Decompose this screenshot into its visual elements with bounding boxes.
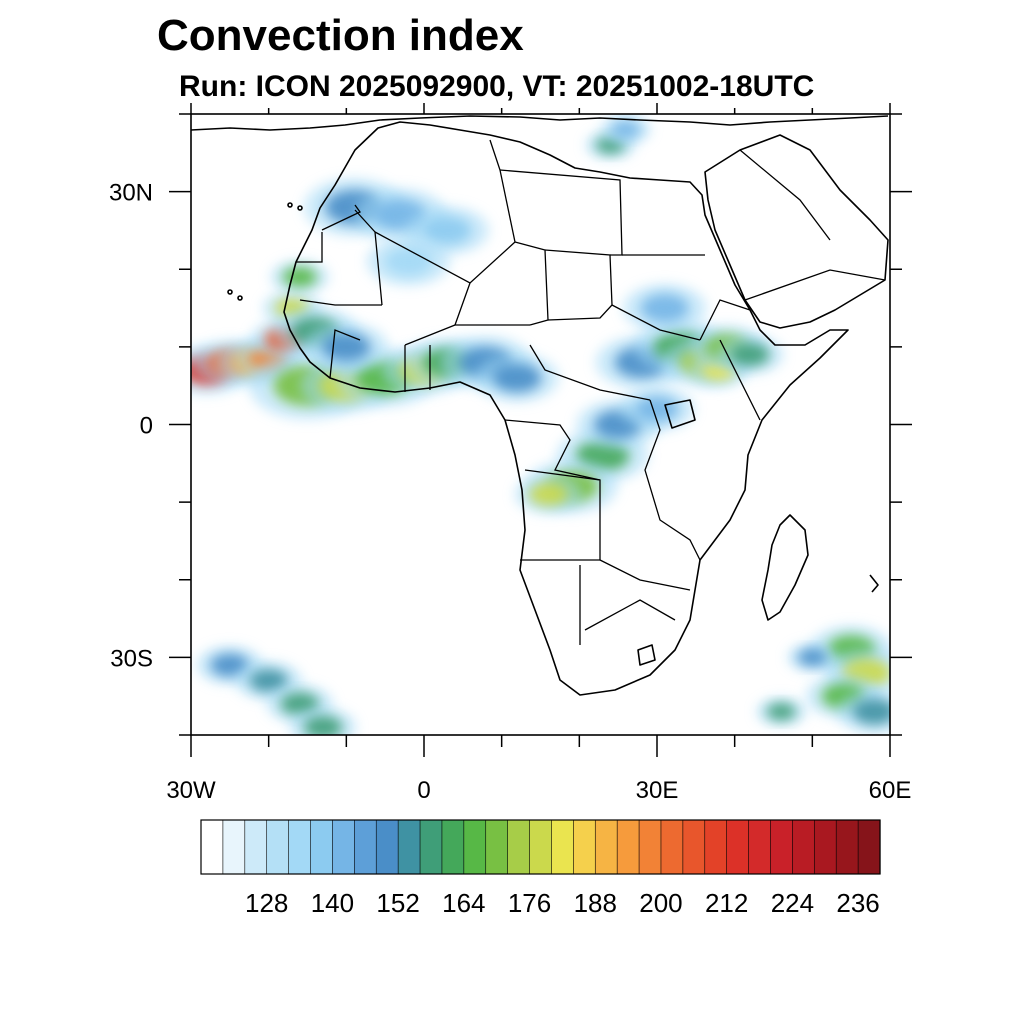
colorbar-label: 152 <box>376 888 419 918</box>
arabia-coastline <box>704 134 889 329</box>
colorbar-swatch <box>266 819 290 875</box>
colorbar-swatch <box>354 819 377 875</box>
colorbar-label: 188 <box>574 888 617 918</box>
colorbar-label: 236 <box>836 888 879 918</box>
colorbar-labels: 128 140 152 164 176 188 200 212 224 236 <box>245 888 880 918</box>
colorbar-swatch <box>441 819 465 875</box>
colorbar-label: 128 <box>245 888 288 918</box>
colorbar-label: 140 <box>311 888 354 918</box>
colorbar-swatch <box>660 819 684 875</box>
colorbar-swatch <box>748 819 772 875</box>
colorbar-swatch <box>726 819 750 875</box>
colorbar-swatch <box>222 819 246 875</box>
map-title: Convection index <box>157 11 524 60</box>
convection-cell <box>423 216 472 245</box>
colorbar-swatch <box>397 819 421 875</box>
coastlines-borders <box>191 115 889 696</box>
lat-tick-label: 0 <box>140 413 153 440</box>
lon-tick-label: 30W <box>166 777 216 804</box>
colorbar-swatch <box>594 819 618 875</box>
colorbar-swatch <box>310 819 334 875</box>
convection-cell <box>282 267 317 288</box>
convection-cell <box>493 363 542 393</box>
colorbar-swatch <box>682 819 706 875</box>
colorbar-frame <box>200 819 881 875</box>
colorbar-swatch <box>813 819 837 875</box>
convection-cell <box>797 648 827 666</box>
plot-area <box>191 114 890 735</box>
colorbar-label: 164 <box>442 888 485 918</box>
colorbar-swatch <box>529 819 553 875</box>
colorbar-swatch <box>704 819 728 875</box>
lesotho-border <box>637 644 656 666</box>
country-borders <box>296 139 886 645</box>
axis-tick-labels: 30W 0 30E 60E 30N 0 30S <box>109 180 911 804</box>
colorbar-swatch <box>616 819 640 875</box>
colorbar-swatch <box>857 819 881 875</box>
lon-tick-label: 60E <box>869 777 912 804</box>
colorbar-swatch <box>419 819 443 875</box>
caspian-coastline <box>869 574 879 593</box>
colorbar-swatch <box>288 819 312 875</box>
colorbar-label: 200 <box>639 888 682 918</box>
convection-cell <box>322 332 371 362</box>
colorbar-swatch <box>200 819 224 875</box>
convection-cell <box>303 715 343 735</box>
colorbar-swatch <box>792 819 815 875</box>
convection-field-layer <box>191 115 890 735</box>
colorbar-swatch <box>332 819 355 875</box>
colorbar-swatch <box>835 819 859 875</box>
lon-tick-label: 30E <box>636 777 679 804</box>
lake-victoria <box>664 399 696 429</box>
convection-cell <box>210 653 250 677</box>
convection-cell <box>852 698 890 725</box>
convection-cell <box>766 703 796 721</box>
colorbar-swatch <box>375 819 399 875</box>
axis-ticks <box>169 103 912 757</box>
convection-cell <box>635 396 679 422</box>
colorbar-swatch <box>573 819 596 875</box>
convection-cell <box>384 247 433 276</box>
colorbar-swatch <box>463 819 487 875</box>
colorbar-swatch <box>244 819 268 875</box>
convection-cell <box>611 120 641 139</box>
africa-coastline <box>283 121 849 696</box>
colorbar-swatch <box>770 819 793 875</box>
madagascar-coastline <box>761 514 809 621</box>
colorbar-label: 212 <box>705 888 748 918</box>
lon-tick-label: 0 <box>417 777 430 804</box>
convection-cell <box>730 343 770 367</box>
run-validtime-subtitle: Run: ICON 2025092900, VT: 20251002-18UTC <box>179 70 815 103</box>
convection-cell <box>528 482 568 506</box>
europe-coastline <box>191 115 889 131</box>
lat-tick-label: 30N <box>109 180 153 207</box>
convection-cell <box>249 669 289 693</box>
colorbar-swatch <box>551 819 574 875</box>
convection-cell <box>640 293 689 323</box>
colorbar-label: 176 <box>508 888 551 918</box>
lat-tick-label: 30S <box>110 645 153 672</box>
colorbar-label: 224 <box>771 888 814 918</box>
colorbar <box>200 819 881 875</box>
colorbar-swatch <box>485 819 509 875</box>
colorbar-swatch <box>507 819 531 875</box>
colorbar-swatch <box>638 819 662 875</box>
